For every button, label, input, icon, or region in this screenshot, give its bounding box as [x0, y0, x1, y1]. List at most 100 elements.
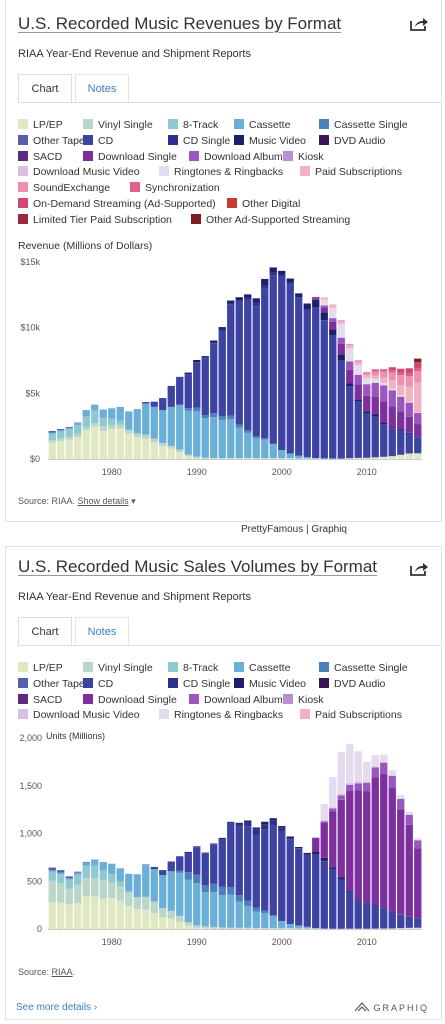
legend-item[interactable]: Vinyl Single [83, 661, 153, 675]
bar-segment[interactable] [414, 927, 422, 929]
bar-segment[interactable] [329, 807, 337, 809]
bar-segment[interactable] [405, 401, 413, 403]
bar-segment[interactable] [218, 886, 226, 895]
bar-segment[interactable] [142, 909, 150, 929]
bar-segment[interactable] [278, 831, 286, 921]
bar-segment[interactable] [388, 912, 396, 929]
bar-segment[interactable] [346, 345, 354, 349]
bar-segment[interactable] [388, 367, 396, 371]
bar-segment[interactable] [397, 454, 405, 459]
bar-segment[interactable] [371, 396, 379, 415]
legend-item[interactable]: Paid Subscriptions [300, 708, 402, 722]
bar-segment[interactable] [354, 399, 362, 402]
bar-segment[interactable] [159, 398, 167, 411]
bar-segment[interactable] [337, 320, 345, 324]
bar-segment[interactable] [116, 886, 124, 901]
bar-segment[interactable] [337, 793, 345, 796]
bar-segment[interactable] [354, 360, 362, 363]
bar-segment[interactable] [201, 415, 209, 419]
bar-segment[interactable] [108, 428, 116, 459]
bar-segment[interactable] [116, 424, 124, 429]
bar-segment[interactable] [269, 272, 277, 276]
bar-segment[interactable] [193, 927, 201, 929]
bar-segment[interactable] [295, 293, 303, 298]
bar-segment[interactable] [150, 442, 158, 459]
chart-title[interactable]: U.S. Recorded Music Revenues by Format [18, 14, 342, 33]
bar-segment[interactable] [380, 907, 388, 909]
bar-segment[interactable] [388, 928, 396, 929]
bar-segment[interactable] [159, 446, 167, 459]
bar-segment[interactable] [193, 362, 201, 408]
bar-segment[interactable] [405, 376, 413, 387]
bar-segment[interactable] [99, 409, 107, 418]
bar-segment[interactable] [142, 864, 150, 866]
bar-segment[interactable] [235, 822, 243, 824]
bar-segment[interactable] [74, 884, 82, 903]
bar-segment[interactable] [57, 438, 65, 442]
bar-segment[interactable] [371, 416, 379, 458]
bar-segment[interactable] [337, 880, 345, 929]
bar-segment[interactable] [108, 408, 116, 419]
bar-segment[interactable] [295, 925, 303, 929]
bar-segment[interactable] [295, 297, 303, 456]
bar-segment[interactable] [414, 412, 422, 425]
bar-segment[interactable] [261, 821, 269, 825]
bar-segment[interactable] [269, 818, 277, 821]
bar-segment[interactable] [414, 382, 422, 413]
bar-segment[interactable] [388, 776, 396, 788]
legend-item[interactable]: Download Music Video [18, 708, 140, 722]
legend-item[interactable]: Vinyl Single [83, 118, 153, 132]
bar-segment[interactable] [371, 755, 379, 767]
bar-segment[interactable] [286, 278, 294, 283]
bar-segment[interactable] [286, 839, 294, 924]
bar-segment[interactable] [91, 426, 99, 459]
legend-item[interactable]: Download Single [83, 693, 177, 707]
bar-segment[interactable] [346, 791, 354, 891]
bar-segment[interactable] [329, 307, 337, 318]
bar-segment[interactable] [235, 297, 243, 301]
bar-segment[interactable] [210, 340, 218, 343]
legend-item[interactable]: Synchronization [130, 181, 220, 195]
bar-segment[interactable] [210, 843, 218, 845]
bar-segment[interactable] [48, 432, 56, 434]
bar-segment[interactable] [82, 410, 90, 417]
bar-segment[interactable] [388, 456, 396, 459]
bar-segment[interactable] [210, 891, 218, 927]
bar-segment[interactable] [320, 821, 328, 823]
bar-segment[interactable] [354, 374, 362, 385]
bar-segment[interactable] [380, 382, 388, 386]
bar-segment[interactable] [108, 425, 116, 429]
bar-segment[interactable] [65, 427, 73, 430]
bar-segment[interactable] [48, 867, 56, 871]
bar-segment[interactable] [252, 827, 260, 830]
bar-segment[interactable] [329, 867, 337, 870]
bar-segment[interactable] [414, 362, 422, 369]
bar-segment[interactable] [91, 404, 99, 411]
bar-segment[interactable] [142, 402, 150, 404]
bar-segment[interactable] [354, 362, 362, 366]
bar-segment[interactable] [91, 896, 99, 929]
bar-segment[interactable] [405, 368, 413, 374]
bar-segment[interactable] [363, 457, 371, 459]
bar-segment[interactable] [48, 902, 56, 929]
bar-segment[interactable] [133, 874, 141, 897]
bar-segment[interactable] [346, 348, 354, 362]
legend-item[interactable]: Kiosk [283, 150, 324, 164]
bar-segment[interactable] [363, 395, 371, 412]
bar-segment[interactable] [210, 342, 218, 344]
legend-item[interactable]: DVD Audio [319, 134, 385, 148]
bar-segment[interactable] [218, 458, 226, 459]
bar-segment[interactable] [74, 902, 82, 929]
bar-segment[interactable] [414, 918, 422, 928]
bar-segment[interactable] [99, 417, 107, 427]
bar-segment[interactable] [354, 751, 362, 782]
bar-segment[interactable] [286, 453, 294, 459]
bar-segment[interactable] [227, 458, 235, 459]
bar-segment[interactable] [125, 891, 133, 893]
bar-segment[interactable] [227, 823, 235, 887]
bar-segment[interactable] [320, 305, 328, 308]
legend-item[interactable]: SoundExchange [18, 181, 110, 195]
bar-segment[interactable] [142, 434, 150, 439]
bar-segment[interactable] [176, 922, 184, 929]
bar-segment[interactable] [312, 299, 320, 308]
